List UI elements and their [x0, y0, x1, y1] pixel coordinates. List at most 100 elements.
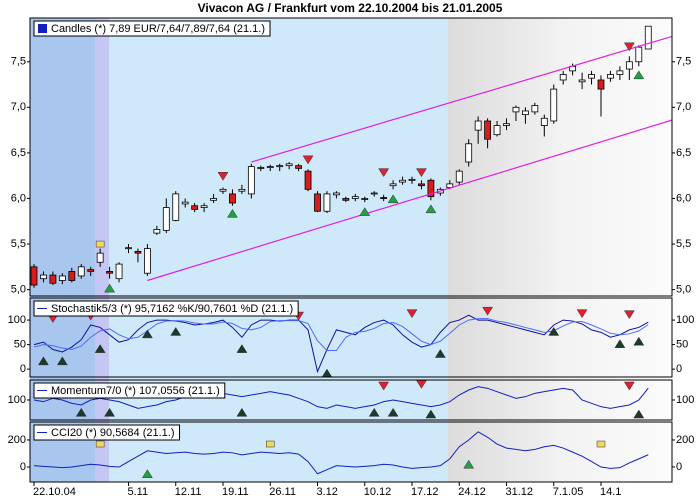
- neutral-signal: [95, 440, 105, 448]
- panel: [33, 380, 649, 419]
- panel: [30, 25, 672, 293]
- y-tick-label: 0: [20, 461, 26, 473]
- legend: Candles (*) 7,89 EUR/7,64/7,89/7,64 (21.…: [33, 20, 271, 37]
- y-tick-label: 0: [676, 461, 682, 473]
- panel-border: [29, 379, 673, 421]
- candle-body: [625, 61, 633, 70]
- channel-line: [251, 35, 672, 163]
- legend-label: Stochastik5/3 (*) 95,7162 %K/90,7601 %D …: [51, 303, 293, 315]
- buy-signal: [75, 407, 87, 417]
- y-tick-label: 6,5: [676, 147, 691, 159]
- candle-body: [342, 198, 350, 201]
- buy-signal: [368, 407, 380, 417]
- buy-signal: [548, 326, 560, 336]
- x-tick-label: 31.12: [506, 486, 534, 498]
- chart-title: Vivacon AG / Frankfurt vom 22.10.2004 bi…: [198, 1, 503, 15]
- band: [109, 18, 448, 482]
- y-tick-label: 200: [8, 434, 26, 446]
- candle-body: [96, 252, 104, 263]
- buy-signal: [226, 208, 238, 218]
- y-tick-label: 100: [676, 314, 694, 326]
- buy-signal: [141, 329, 153, 339]
- x-tick-label: 17.12: [411, 486, 439, 498]
- candle-body: [219, 188, 227, 192]
- buy-signal: [633, 336, 645, 346]
- candle-body: [162, 207, 170, 231]
- candle-body: [323, 193, 331, 212]
- indicator-line: [33, 386, 649, 409]
- candle-body: [493, 125, 501, 136]
- x-tick-label: 7.1.05: [553, 486, 584, 498]
- candle-body: [616, 70, 624, 75]
- candle-body: [304, 170, 312, 190]
- candle-body: [351, 196, 359, 199]
- y-tick-label: 6,0: [676, 192, 691, 204]
- buy-signal: [463, 459, 475, 469]
- candle-body: [607, 74, 614, 79]
- legend-box: [33, 382, 226, 399]
- buy-signal: [236, 344, 248, 353]
- legend: CCI20 (*) 90,5684 (21.1.): [33, 424, 181, 441]
- band: [555, 18, 672, 482]
- y-tick-label: 7,0: [11, 101, 26, 113]
- buy-signal: [387, 407, 399, 417]
- y-tick-label: 5,0: [11, 284, 26, 296]
- candle-body: [125, 247, 132, 250]
- candle-body: [512, 106, 520, 113]
- candle-body: [115, 263, 123, 280]
- channel-line: [147, 119, 672, 282]
- panel-border: [29, 297, 673, 378]
- y-tick-label: 6,5: [11, 147, 26, 159]
- buy-signal: [104, 407, 116, 417]
- legend: Stochastik5/3 (*) 95,7162 %K/90,7601 %D …: [33, 300, 299, 317]
- candle-body: [295, 165, 303, 169]
- sell-signal: [576, 309, 588, 319]
- indicator-line: [33, 314, 649, 374]
- buy-signal: [633, 409, 645, 419]
- y-tick-label: 7,5: [676, 56, 691, 68]
- buy-signal: [170, 326, 182, 336]
- buy-signal: [633, 70, 645, 80]
- legend-symbol: [38, 24, 47, 33]
- buy-signal: [425, 204, 437, 214]
- buy-signal: [434, 349, 446, 358]
- legend-label: Momentum7/0 (*) 107,0556 (21.1.): [51, 385, 220, 397]
- band: [30, 18, 95, 482]
- band: [95, 18, 109, 482]
- candle-body: [399, 179, 406, 183]
- buy-signal: [37, 356, 49, 366]
- candle-body: [531, 105, 539, 113]
- candle-body: [77, 266, 85, 277]
- candle-body: [427, 179, 435, 198]
- buy-signal: [387, 194, 399, 204]
- candle-body: [635, 46, 643, 63]
- y-tick-label: 7,0: [676, 101, 691, 113]
- buy-signal: [359, 207, 371, 216]
- candle-body: [559, 74, 567, 81]
- legend-label: CCI20 (*) 90,5684 (21.1.): [51, 427, 175, 439]
- sell-signal: [302, 155, 314, 165]
- candle-body: [238, 188, 246, 192]
- candle-body: [134, 250, 142, 254]
- x-tick-label: 10.12: [364, 486, 392, 498]
- y-tick-label: 100: [676, 394, 694, 406]
- sell-signal: [482, 306, 494, 316]
- candle-body: [30, 266, 38, 286]
- x-tick-label: 26.11: [269, 486, 296, 498]
- candle-body: [408, 178, 416, 181]
- candle-body: [503, 123, 510, 126]
- candle-body: [40, 274, 47, 280]
- candle-body: [49, 274, 57, 284]
- x-tick-label: 19.11: [222, 486, 249, 498]
- x-tick-label: 22.10.04: [33, 486, 76, 498]
- y-tick-label: 7,5: [11, 56, 26, 68]
- x-tick-label: 24.12: [458, 486, 486, 498]
- buy-signal: [614, 339, 626, 348]
- candle-body: [522, 110, 529, 116]
- candle-body: [465, 143, 473, 163]
- candle-body: [229, 193, 236, 204]
- buy-signal: [321, 368, 333, 377]
- candle-body: [285, 163, 293, 167]
- candle-body: [314, 193, 321, 212]
- panel-border: [29, 17, 673, 297]
